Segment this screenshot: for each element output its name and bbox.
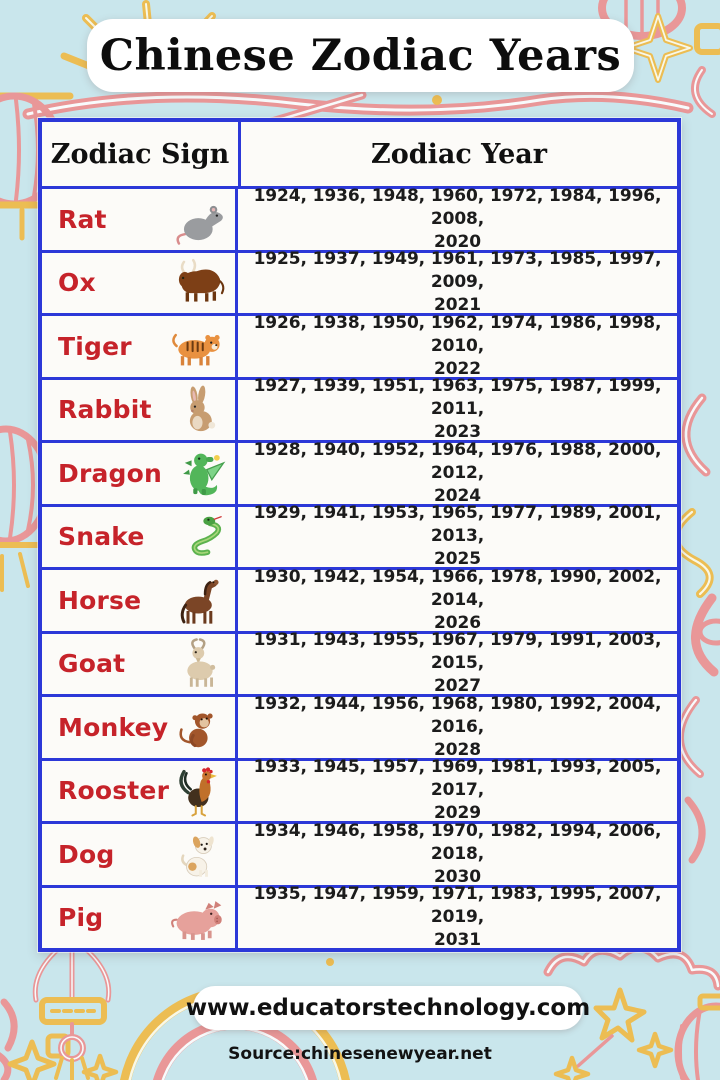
sign-cell-rabbit: Rabbit bbox=[42, 379, 238, 440]
table-row-dragon: Dragon 1928, 1940, 1952, 1964, 1976, 198… bbox=[42, 440, 677, 507]
table-row-pig: Pig 1935, 1947, 1959, 1971, 1983, 1995, … bbox=[42, 884, 677, 950]
sign-cell-monkey: Monkey bbox=[42, 697, 238, 758]
years-cell-dragon: 1928, 1940, 1952, 1964, 1976, 1988, 2000… bbox=[238, 440, 677, 506]
zodiac-table: Zodiac Sign Zodiac Year Rat 1924, 1936, … bbox=[38, 118, 681, 952]
sign-label: Goat bbox=[58, 649, 126, 679]
page-title-text: Chinese Zodiac Years bbox=[99, 30, 622, 81]
ox-icon bbox=[173, 256, 227, 310]
rabbit-icon bbox=[173, 383, 227, 437]
tiger-icon bbox=[165, 319, 227, 373]
years-cell-rabbit: 1927, 1939, 1951, 1963, 1975, 1987, 1999… bbox=[238, 376, 677, 442]
years-cell-tiger: 1926, 1938, 1950, 1962, 1974, 1986, 1998… bbox=[238, 313, 677, 379]
monkey-icon bbox=[173, 700, 227, 754]
table-row-rabbit: Rabbit 1927, 1939, 1951, 1963, 1975, 198… bbox=[42, 376, 677, 443]
years-cell-snake: 1929, 1941, 1953, 1965, 1977, 1989, 2001… bbox=[238, 503, 677, 569]
snake-icon bbox=[173, 510, 227, 564]
sign-cell-rooster: Rooster bbox=[42, 760, 238, 821]
sign-cell-horse: Horse bbox=[42, 570, 238, 631]
years-cell-monkey: 1932, 1944, 1956, 1968, 1980, 1992, 2004… bbox=[238, 694, 677, 760]
years-cell-dog: 1934, 1946, 1958, 1970, 1982, 1994, 2006… bbox=[238, 821, 677, 887]
table-row-ox: Ox 1925, 1937, 1949, 1961, 1973, 1985, 1… bbox=[42, 249, 677, 316]
dog-icon bbox=[173, 827, 227, 881]
table-row-horse: Horse 1930, 1942, 1954, 1966, 1978, 1990… bbox=[42, 567, 677, 634]
sign-label: Rabbit bbox=[58, 395, 152, 425]
rooster-icon bbox=[173, 764, 227, 818]
page-title: Chinese Zodiac Years bbox=[87, 19, 634, 92]
years-cell-horse: 1930, 1942, 1954, 1966, 1978, 1990, 2002… bbox=[238, 567, 677, 633]
sign-cell-dragon: Dragon bbox=[42, 443, 238, 504]
sign-label: Rooster bbox=[58, 776, 170, 806]
table-row-rat: Rat 1924, 1936, 1948, 1960, 1972, 1984, … bbox=[42, 186, 677, 253]
years-cell-pig: 1935, 1947, 1959, 1971, 1983, 1995, 2007… bbox=[238, 884, 677, 950]
table-row-dog: Dog 1934, 1946, 1958, 1970, 1982, 1994, … bbox=[42, 821, 677, 888]
source-credit: Source:chinesenewyear.net bbox=[228, 1044, 492, 1064]
table-row-goat: Goat 1931, 1943, 1955, 1967, 1979, 1991,… bbox=[42, 630, 677, 697]
years-cell-goat: 1931, 1943, 1955, 1967, 1979, 1991, 2003… bbox=[238, 630, 677, 696]
sign-label: Ox bbox=[58, 268, 96, 298]
website-text: www.educatorstechnology.com bbox=[185, 995, 591, 1021]
years-cell-rooster: 1933, 1945, 1957, 1969, 1981, 1993, 2005… bbox=[238, 757, 677, 823]
table-row-rooster: Rooster 1933, 1945, 1957, 1969, 1981, 19… bbox=[42, 757, 677, 824]
sign-label: Tiger bbox=[58, 331, 132, 361]
sign-label: Pig bbox=[58, 903, 104, 933]
years-cell-rat: 1924, 1936, 1948, 1960, 1972, 1984, 1996… bbox=[238, 186, 677, 252]
table-header-row: Zodiac Sign Zodiac Year bbox=[42, 122, 677, 189]
sign-cell-dog: Dog bbox=[42, 824, 238, 885]
sign-cell-pig: Pig bbox=[42, 887, 238, 948]
horse-icon bbox=[173, 573, 227, 627]
sign-label: Rat bbox=[58, 204, 107, 234]
sign-label: Horse bbox=[58, 585, 142, 615]
sign-label: Snake bbox=[58, 522, 145, 552]
pig-icon bbox=[165, 891, 227, 945]
column-header-zodiac-year: Zodiac Year bbox=[241, 122, 677, 186]
goat-icon bbox=[173, 637, 227, 691]
sign-cell-goat: Goat bbox=[42, 633, 238, 694]
sign-label: Monkey bbox=[58, 712, 169, 742]
table-row-snake: Snake 1929, 1941, 1953, 1965, 1977, 1989… bbox=[42, 503, 677, 570]
table-row-tiger: Tiger 1926, 1938, 1950, 1962, 1974, 1986… bbox=[42, 313, 677, 380]
dragon-icon bbox=[173, 446, 227, 500]
rat-icon bbox=[173, 192, 227, 246]
sign-label: Dragon bbox=[58, 458, 163, 488]
sign-cell-rat: Rat bbox=[42, 189, 238, 250]
years-cell-ox: 1925, 1937, 1949, 1961, 1973, 1985, 1997… bbox=[238, 249, 677, 315]
sign-cell-snake: Snake bbox=[42, 506, 238, 567]
sign-label: Dog bbox=[58, 839, 115, 869]
sign-cell-tiger: Tiger bbox=[42, 316, 238, 377]
website-badge: www.educatorstechnology.com bbox=[186, 986, 590, 1030]
table-row-monkey: Monkey 1932, 1944, 1956, 1968, 1980, 199… bbox=[42, 694, 677, 761]
column-header-zodiac-sign: Zodiac Sign bbox=[42, 122, 241, 186]
sign-cell-ox: Ox bbox=[42, 252, 238, 313]
